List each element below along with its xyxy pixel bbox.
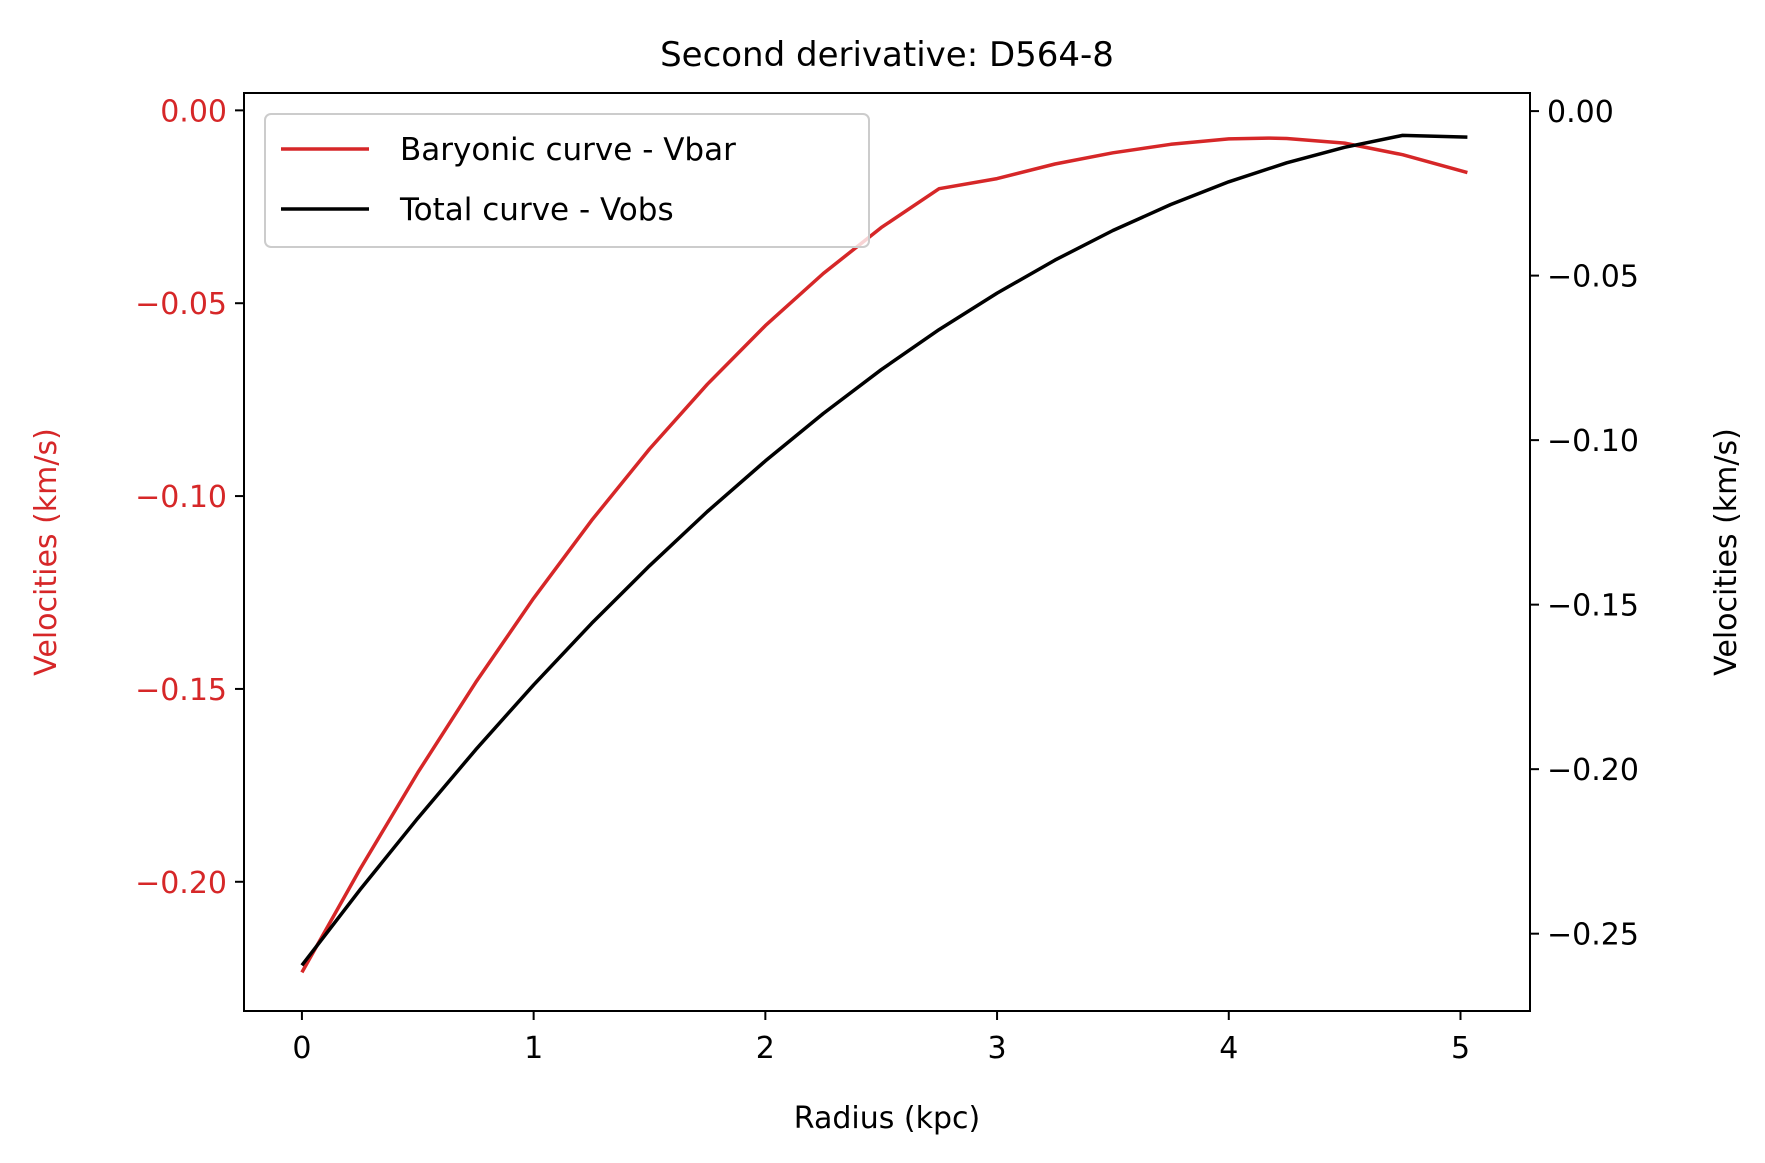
y-left-tick-label: −0.15	[135, 673, 227, 708]
x-tick-label: 1	[524, 1031, 543, 1066]
y-right-tick-label: −0.15	[1547, 589, 1639, 624]
y-axis-left: 0.00 −0.05 −0.10 −0.15 −0.20	[135, 94, 244, 901]
y-left-tick-label: −0.20	[135, 866, 227, 901]
y-right-tick-label: −0.25	[1547, 918, 1639, 953]
y-right-tick-label: −0.10	[1547, 424, 1639, 459]
x-tick-label: 0	[292, 1031, 311, 1066]
y-axis-right-label: Velocities (km/s)	[1709, 428, 1744, 676]
y-left-tick-label: 0.00	[160, 94, 227, 129]
plot-frame	[243, 92, 1531, 1012]
y-right-tick-label: −0.05	[1547, 260, 1639, 295]
x-axis-label: Radius (kpc)	[794, 1101, 980, 1136]
y-axis-left-label: Velocities (km/s)	[29, 428, 64, 676]
series-line-vobs	[300, 133, 1468, 967]
x-axis: 0 1 2 3 4 5	[292, 1011, 1470, 1066]
x-tick-label: 4	[1219, 1031, 1238, 1066]
y-right-tick-label: 0.00	[1547, 95, 1614, 130]
y-axis-right: 0.00 −0.05 −0.10 −0.15 −0.20 −0.25	[1530, 95, 1639, 953]
x-tick-label: 2	[756, 1031, 775, 1066]
y-left-tick-label: −0.05	[135, 287, 227, 322]
y-left-tick-label: −0.10	[135, 480, 227, 515]
series-line-vbar	[300, 136, 1468, 974]
legend-box	[264, 113, 870, 248]
legend: Baryonic curve - Vbar Total curve - Vobs	[264, 113, 870, 248]
x-tick-label: 3	[988, 1031, 1007, 1066]
x-tick-label: 5	[1451, 1031, 1470, 1066]
y-right-tick-label: −0.20	[1547, 753, 1639, 788]
chart-title: Second derivative: D564-8	[660, 35, 1114, 75]
legend-label-vobs: Total curve - Vobs	[399, 192, 674, 228]
series-layer	[300, 133, 1468, 974]
legend-label-vbar: Baryonic curve - Vbar	[400, 132, 736, 168]
